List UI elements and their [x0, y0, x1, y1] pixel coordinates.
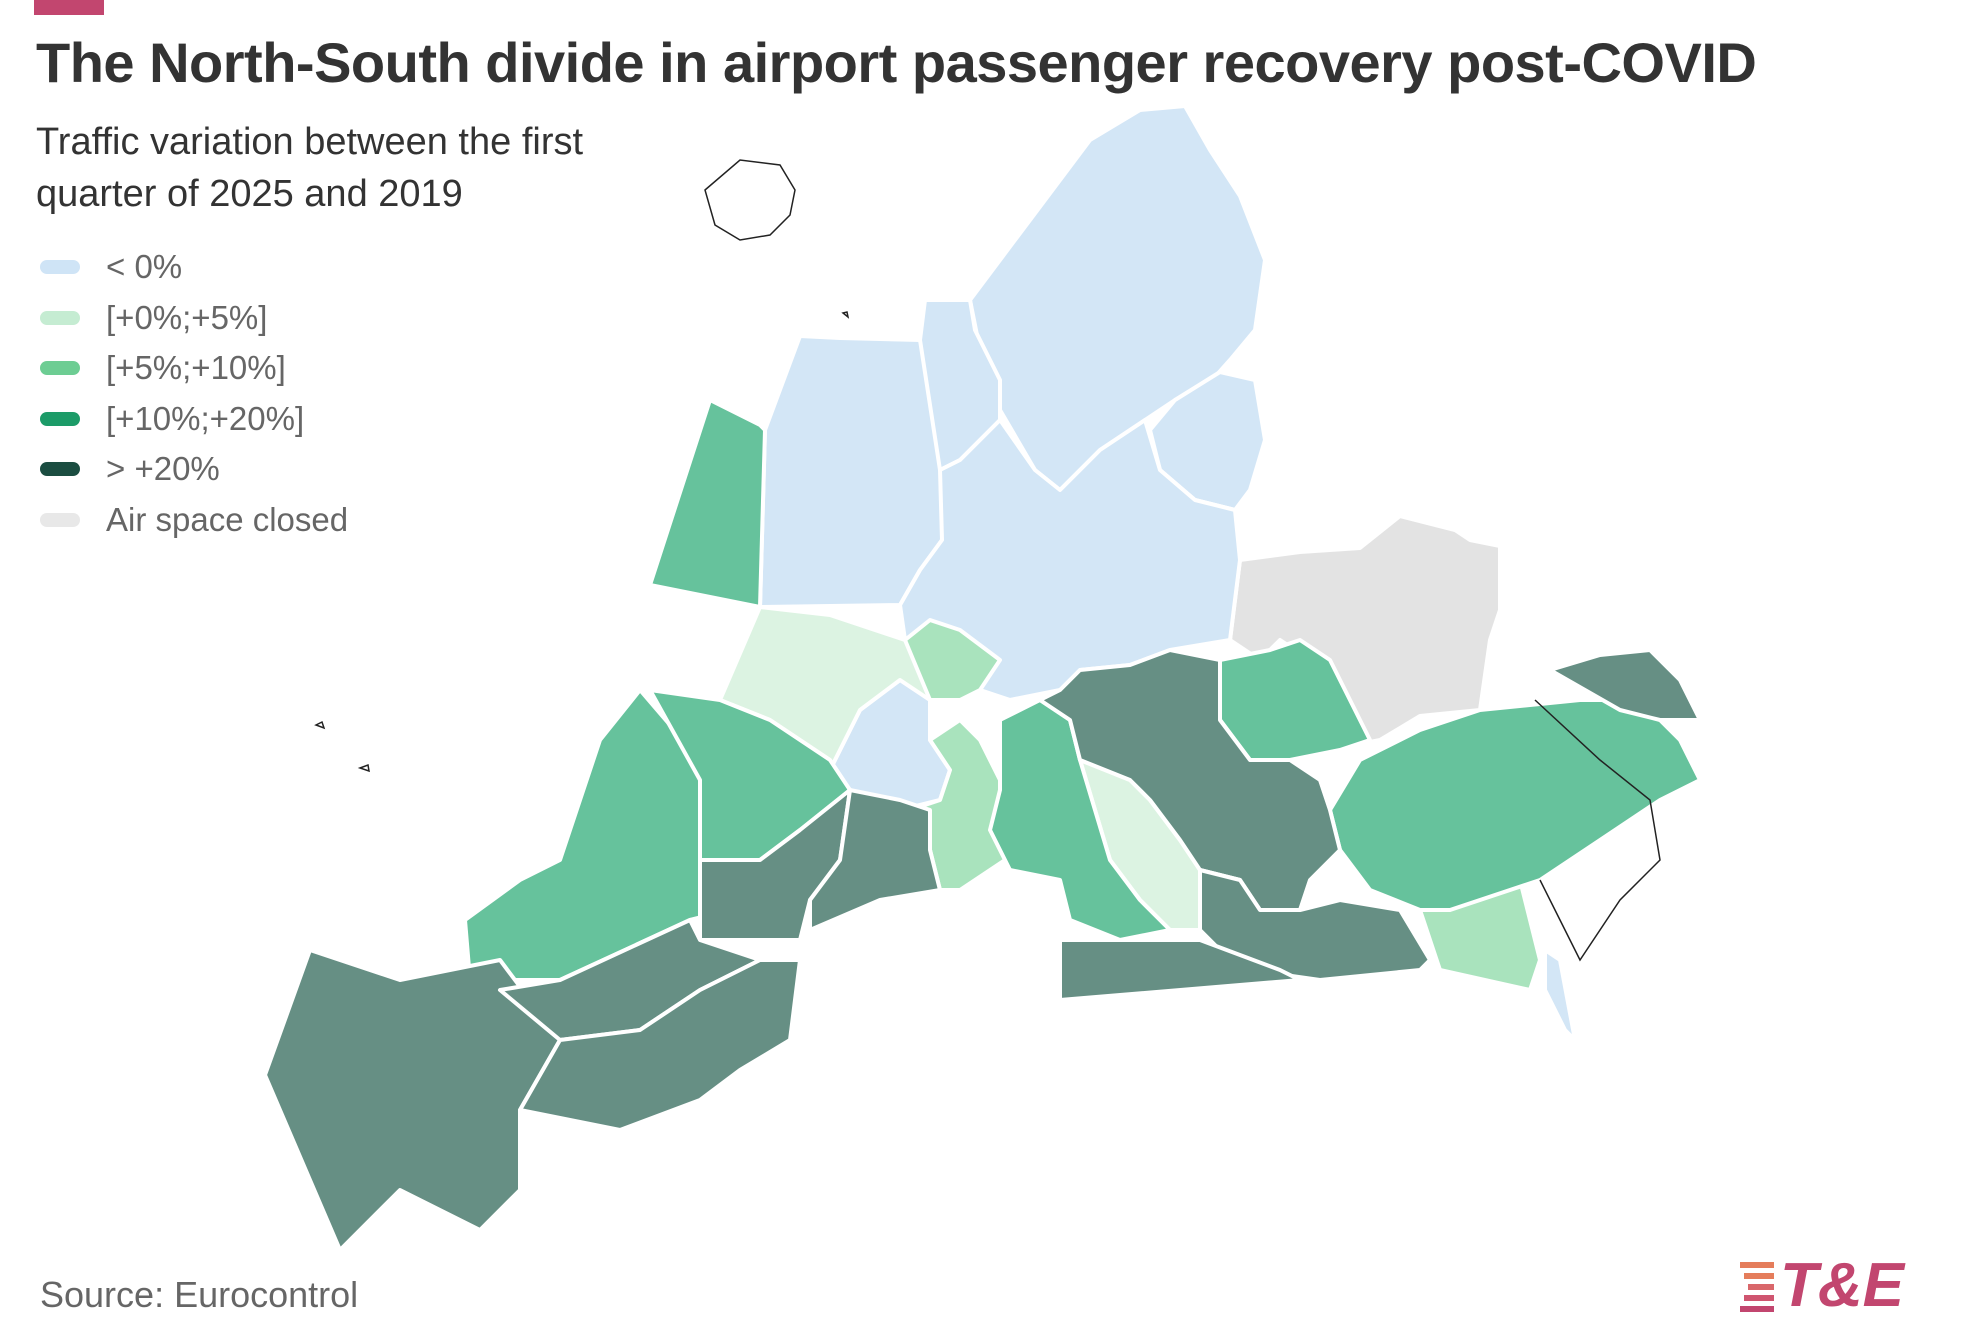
- region-morocco-south: [518, 958, 802, 1132]
- region-malta-libya: [1058, 938, 1302, 1002]
- legend-label-above-twenty: > +20%: [106, 450, 220, 488]
- region-switzerland-benelux: [903, 618, 1002, 702]
- azores-island: [314, 720, 326, 730]
- legend-swatch-closed: [40, 512, 80, 527]
- madeira-island: [357, 763, 370, 773]
- legend: < 0% [+0%;+5%] [+5%;+10%] [+10%;+20%] > …: [40, 242, 348, 545]
- logo-stripes-icon: [1740, 1262, 1774, 1312]
- legend-item-zero-to-five: [+0%;+5%]: [40, 293, 348, 344]
- legend-swatch-below-zero: [40, 260, 80, 275]
- legend-label-five-to-ten: [+5%;+10%]: [106, 349, 286, 387]
- legend-label-zero-to-five: [+0%;+5%]: [106, 298, 268, 336]
- levant-coastline: [1534, 699, 1661, 962]
- source-note: Source: Eurocontrol: [40, 1274, 359, 1315]
- legend-item-closed: Air space closed: [40, 495, 348, 546]
- region-atlantic-shanwick: [648, 398, 767, 609]
- legend-swatch-above-twenty: [40, 462, 80, 477]
- legend-swatch-ten-to-twenty: [40, 411, 80, 426]
- region-caucasus: [1548, 648, 1702, 722]
- iceland-outline: [704, 159, 796, 241]
- legend-item-ten-to-twenty: [+10%;+20%]: [40, 394, 348, 445]
- region-barcelona-balearic: [808, 788, 942, 932]
- accent-bar: [34, 0, 104, 15]
- region-balkans: [1038, 648, 1342, 912]
- region-turkey: [1328, 698, 1702, 912]
- chart-title: The North-South divide in airport passen…: [36, 31, 1757, 94]
- legend-item-above-twenty: > +20%: [40, 444, 348, 495]
- te-logo: T&E: [1738, 1250, 1938, 1322]
- legend-label-closed: Air space closed: [106, 500, 349, 538]
- legend-swatch-zero-to-five: [40, 310, 80, 325]
- chart-subtitle: Traffic variation between the first quar…: [36, 121, 584, 215]
- region-israel: [1543, 948, 1577, 1042]
- region-canarias: [263, 948, 562, 1252]
- legend-label-ten-to-twenty: [+10%;+20%]: [106, 399, 305, 437]
- legend-item-five-to-ten: [+5%;+10%]: [40, 343, 348, 394]
- legend-swatch-five-to-ten: [40, 361, 80, 376]
- legend-item-below-zero: < 0%: [40, 242, 348, 293]
- faroe-island: [841, 311, 850, 319]
- logo-text: T&E: [1780, 1251, 1904, 1320]
- legend-label-below-zero: < 0%: [106, 248, 183, 286]
